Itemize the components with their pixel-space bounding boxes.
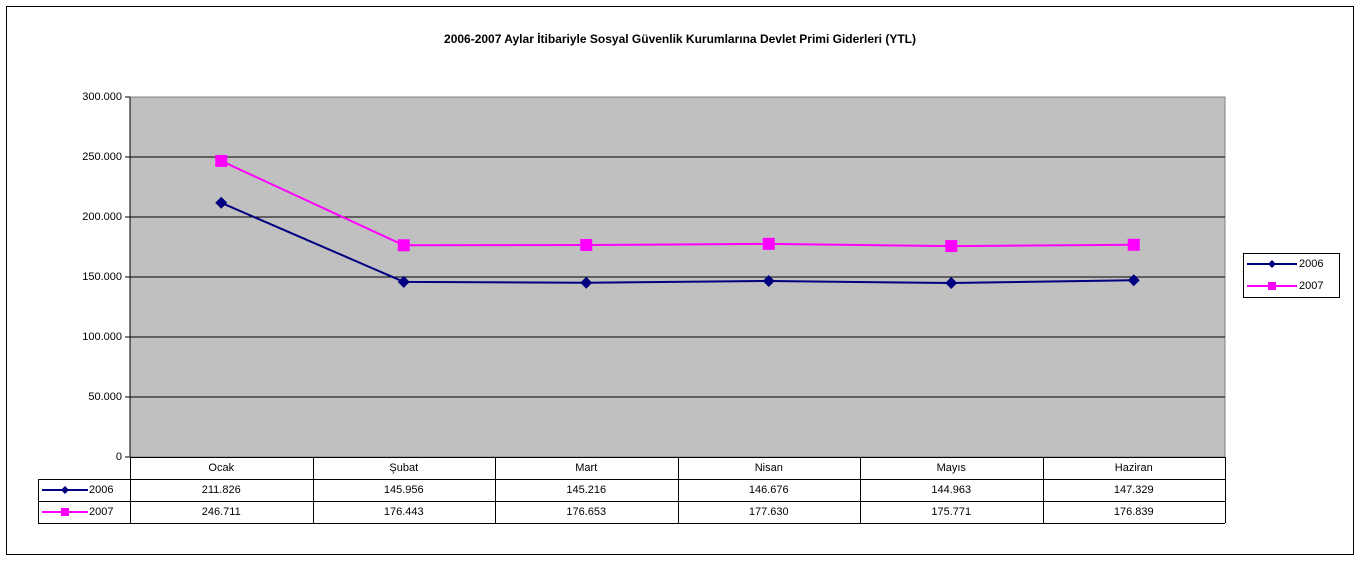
x-tick-label: Haziran <box>1115 462 1153 474</box>
table-value: 176.839 <box>1114 506 1154 518</box>
table-value: 145.216 <box>566 484 606 496</box>
marker <box>1268 282 1276 290</box>
marker <box>1127 274 1140 287</box>
marker <box>945 240 958 253</box>
table-value: 145.956 <box>384 484 424 496</box>
legend-label: 2006 <box>1299 258 1323 270</box>
marker <box>1268 260 1276 268</box>
x-tick-label: Ocak <box>208 462 234 474</box>
table-value: 144.963 <box>931 484 971 496</box>
marker <box>397 239 410 252</box>
y-tick-label: 300.000 <box>82 91 122 103</box>
table-value: 211.826 <box>202 484 241 496</box>
legend-label: 2007 <box>1299 280 1323 292</box>
table-series-name: 2007 <box>89 506 113 518</box>
table-value: 176.653 <box>566 506 606 518</box>
marker <box>215 154 228 167</box>
marker <box>762 237 775 250</box>
legend-box <box>1243 253 1340 298</box>
marker <box>215 196 228 209</box>
marker <box>945 277 958 290</box>
table-value: 175.771 <box>931 506 971 518</box>
table-value: 146.676 <box>749 484 789 496</box>
y-tick-label: 200.000 <box>82 211 122 223</box>
series-line <box>220 201 1134 285</box>
y-tick-label: 150.000 <box>82 271 122 283</box>
x-tick-label: Şubat <box>389 462 418 474</box>
y-tick-label: 0 <box>116 451 122 463</box>
table-value: 177.630 <box>749 506 789 518</box>
x-tick-label: Mart <box>575 462 597 474</box>
y-tick-label: 50.000 <box>88 391 122 403</box>
chart-title: 2006-2007 Aylar İtibariyle Sosyal Güvenl… <box>444 31 916 46</box>
marker <box>762 274 775 287</box>
series-line <box>220 160 1134 248</box>
y-tick-label: 100.000 <box>82 331 122 343</box>
table-value: 147.329 <box>1114 484 1154 496</box>
x-tick-label: Mayıs <box>937 462 967 474</box>
y-tick-label: 250.000 <box>82 151 122 163</box>
table-value: 246.711 <box>202 506 241 518</box>
marker <box>580 239 593 252</box>
marker <box>580 276 593 289</box>
marker <box>61 508 69 516</box>
marker <box>397 275 410 288</box>
table-series-name: 2006 <box>89 484 113 496</box>
x-tick-label: Nisan <box>755 462 783 474</box>
marker <box>1127 238 1140 251</box>
marker <box>61 486 69 494</box>
table-value: 176.443 <box>384 506 424 518</box>
